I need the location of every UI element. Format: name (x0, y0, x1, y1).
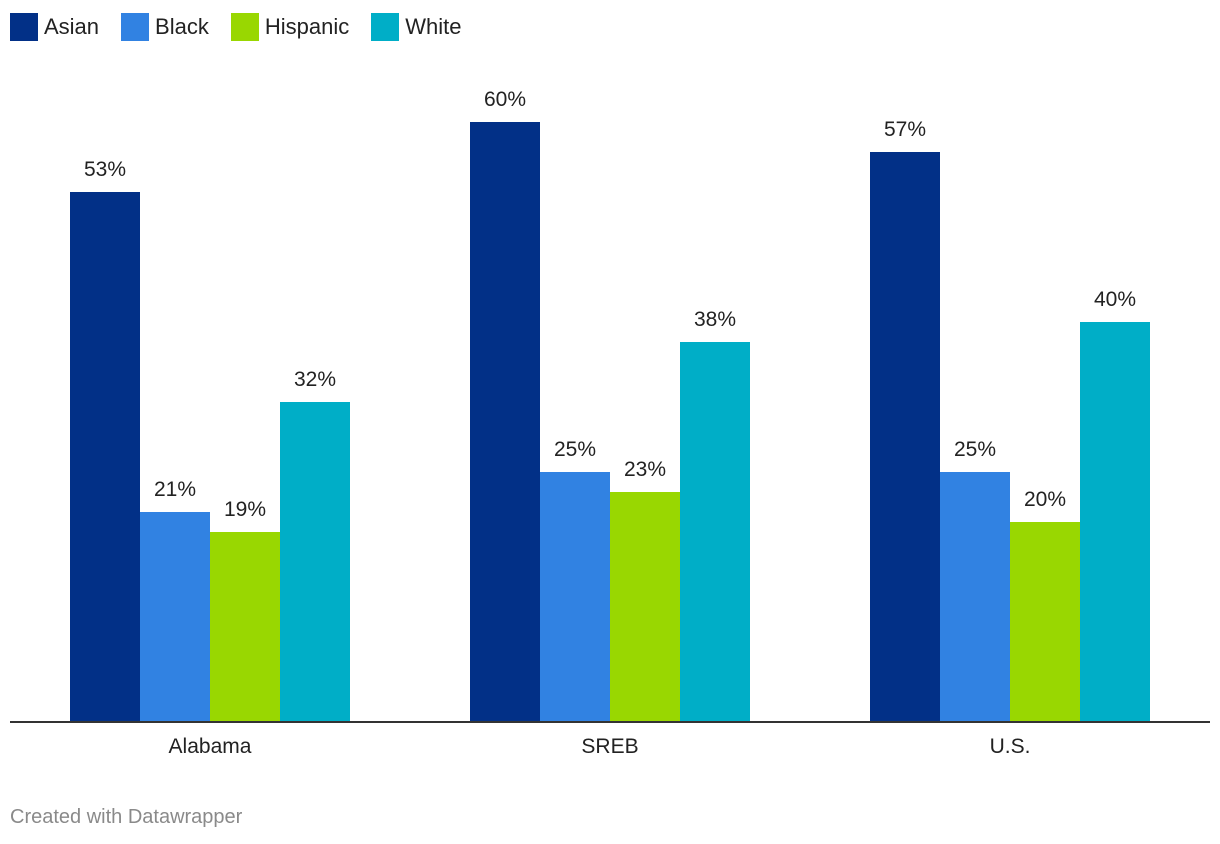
legend-item-black: Black (121, 13, 209, 41)
data-label-u-s-white: 40% (1094, 288, 1136, 311)
data-label-u-s-asian: 57% (884, 118, 926, 141)
x-tick-label-u-s: U.S. (990, 735, 1031, 758)
data-label-sreb-hispanic: 23% (624, 458, 666, 481)
legend-label-black: Black (155, 14, 209, 39)
bar-sreb-hispanic (610, 492, 680, 722)
legend-item-hispanic: Hispanic (230, 13, 350, 41)
legend-swatch-white (371, 13, 400, 41)
data-label-alabama-white: 32% (294, 368, 336, 391)
data-label-sreb-black: 25% (554, 438, 596, 461)
bar-u-s-asian (870, 152, 940, 722)
bar-chart: 53% 21% 19% 32% Alabama 60% 25% 23% 38% SREB 57% 25… (10, 88, 1210, 758)
bar-sreb-asian (470, 122, 540, 722)
bar-alabama-hispanic (210, 532, 280, 722)
legend-swatch-asian (10, 13, 38, 41)
legend-item-white: White (371, 13, 461, 41)
data-label-u-s-hispanic: 20% (1024, 488, 1066, 511)
x-tick-label-alabama: Alabama (169, 735, 252, 758)
data-label-sreb-white: 38% (694, 308, 736, 331)
legend-swatch-black (121, 13, 150, 41)
bar-u-s-hispanic (1010, 522, 1080, 722)
legend-label-asian: Asian (44, 14, 100, 39)
datawrapper-credit: Created with Datawrapper (10, 806, 243, 828)
bar-alabama-black (140, 512, 210, 722)
bar-alabama-asian (70, 192, 140, 722)
bar-sreb-black (540, 472, 610, 722)
data-label-alabama-asian: 53% (84, 158, 126, 181)
legend-label-white: White (405, 14, 462, 39)
legend-item-asian: Asian (10, 13, 99, 41)
legend-label-hispanic: Hispanic (264, 14, 350, 39)
data-label-alabama-black: 21% (154, 478, 196, 501)
legend: Asian Black Hispanic White (10, 12, 483, 42)
legend-swatch-hispanic (230, 13, 259, 41)
data-label-sreb-asian: 60% (484, 88, 526, 111)
bar-u-s-white (1080, 322, 1150, 722)
bar-sreb-white (680, 342, 750, 722)
bar-u-s-black (940, 472, 1010, 722)
data-label-alabama-hispanic: 19% (224, 498, 266, 521)
data-label-u-s-black: 25% (954, 438, 996, 461)
x-tick-label-sreb: SREB (581, 735, 638, 758)
bar-alabama-white (280, 402, 350, 722)
